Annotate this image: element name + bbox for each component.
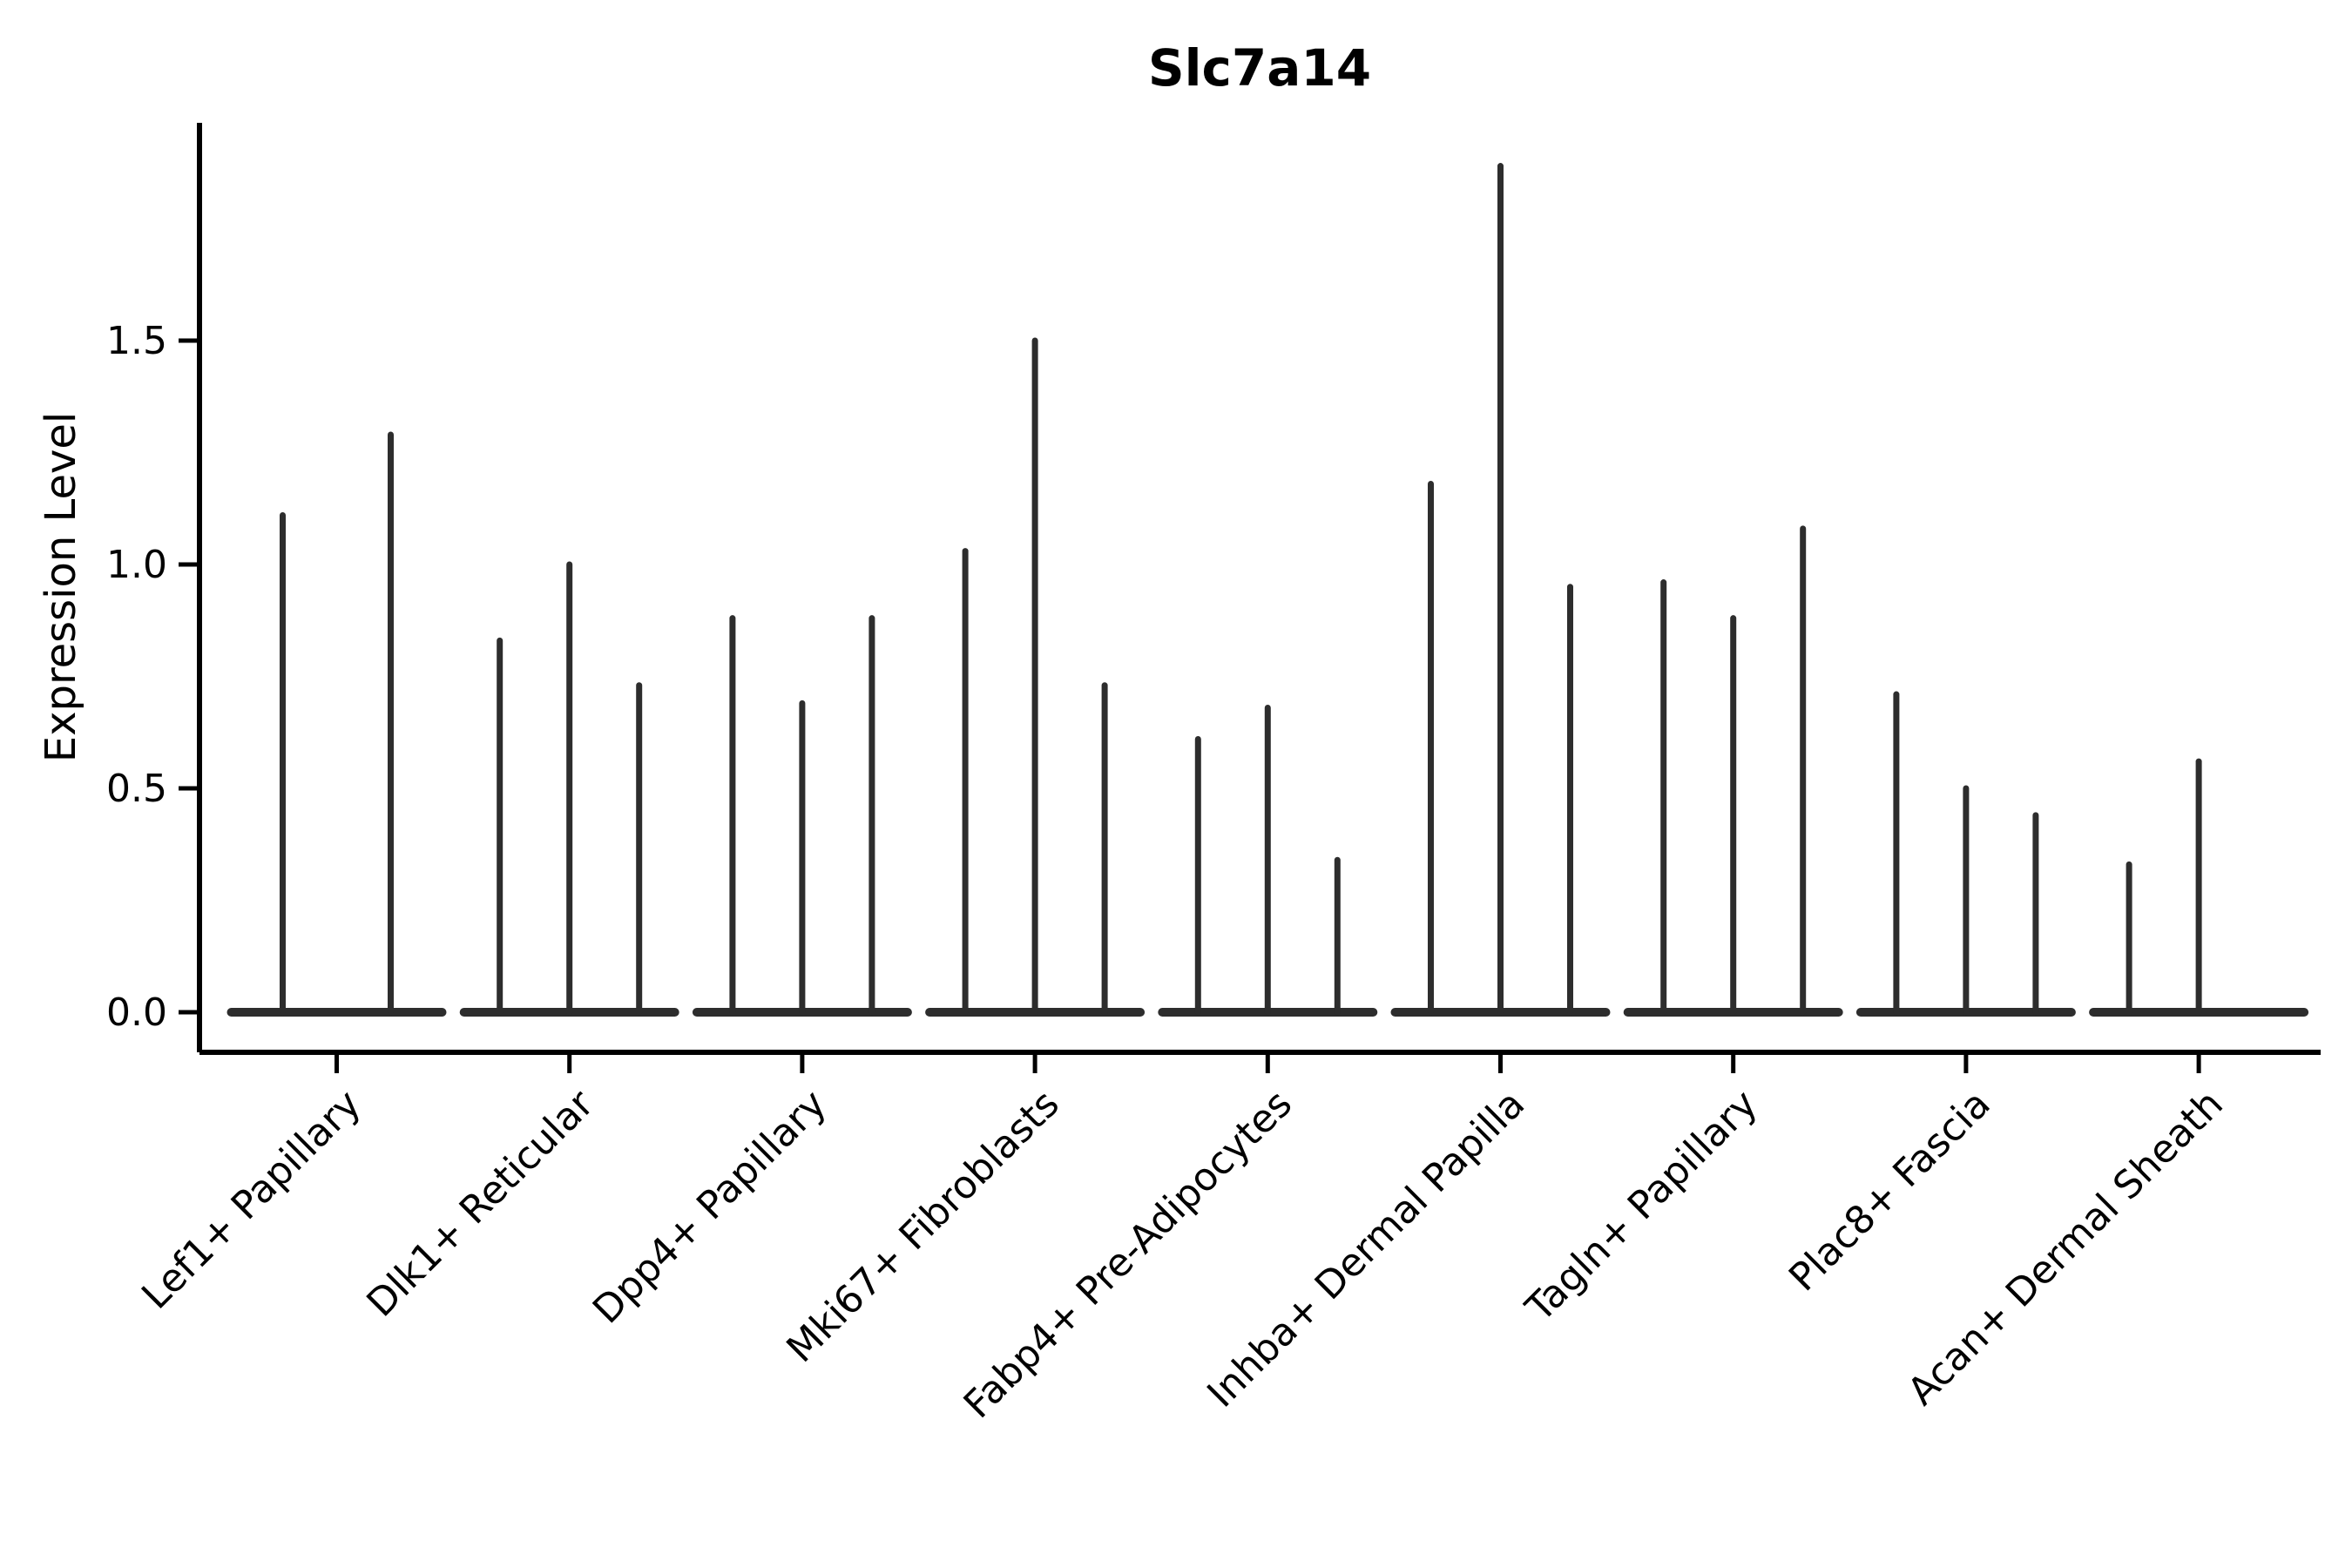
y-axis-label: Expression Level xyxy=(37,412,85,763)
chart-title: Slc7a14 xyxy=(1148,38,1371,98)
y-tick-label: 1.0 xyxy=(106,543,167,587)
violin-group xyxy=(1390,163,1611,1017)
violin-group xyxy=(459,561,679,1017)
violin-group xyxy=(2089,758,2309,1017)
x-tick-label: Dlk1+ Reticular xyxy=(359,1081,604,1326)
violin-group xyxy=(1855,691,2076,1017)
x-tick-label: Dpp4+ Papillary xyxy=(585,1082,835,1333)
violin-group xyxy=(692,615,912,1017)
x-tick-label: Plac8+ Fascia xyxy=(1781,1082,1999,1301)
violin-group xyxy=(226,431,447,1017)
y-tick-label: 0.0 xyxy=(106,990,167,1035)
y-tick-label: 1.5 xyxy=(106,319,167,363)
x-tick-label: Tagln+ Papillary xyxy=(1517,1082,1766,1331)
violin-group xyxy=(1623,525,1843,1017)
violin-group xyxy=(1158,704,1378,1017)
y-tick-label: 0.5 xyxy=(106,767,167,811)
violins xyxy=(226,163,2309,1017)
x-tick-label: Lef1+ Papillary xyxy=(133,1082,369,1318)
violin-group xyxy=(925,337,1146,1017)
